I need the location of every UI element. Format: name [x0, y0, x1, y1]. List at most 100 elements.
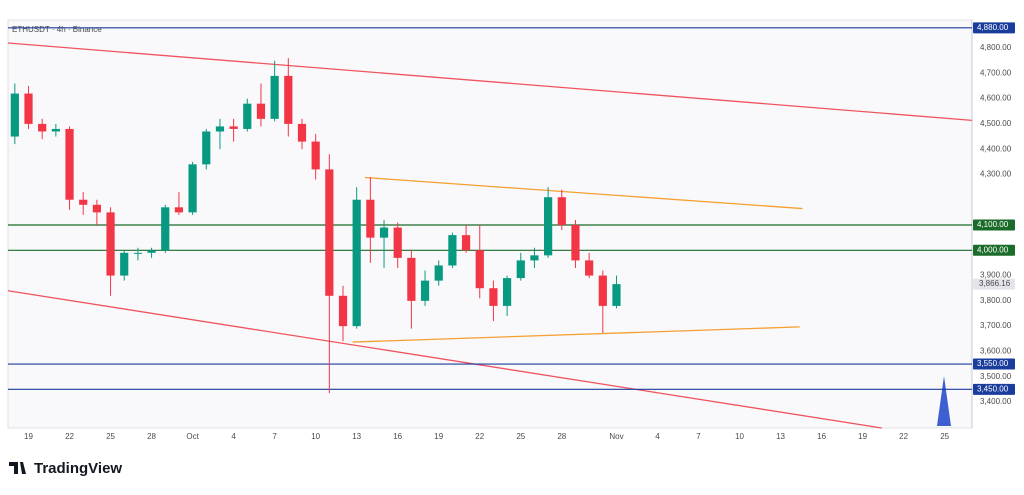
x-tick-label: Oct: [186, 432, 199, 441]
candle-body: [215, 126, 225, 132]
candle-body: [585, 260, 594, 276]
candle-body: [24, 93, 33, 124]
candle-body: [106, 212, 115, 276]
candle-body: [393, 227, 402, 258]
candle-body: [188, 164, 197, 213]
y-tick-label: 3,600.00: [980, 347, 1012, 356]
y-tick-label: 3,800.00: [980, 296, 1012, 305]
candle-body: [338, 295, 348, 327]
logo-icon: [9, 462, 26, 474]
x-tick-label: 10: [735, 432, 744, 441]
candle-body: [612, 284, 621, 306]
candle-body: [161, 207, 170, 251]
y-tick-label: 4,300.00: [980, 170, 1012, 179]
x-tick-label: 19: [24, 432, 33, 441]
x-tick-label: 4: [655, 432, 660, 441]
candle-body: [174, 207, 184, 213]
level-label: 3,550.00: [977, 359, 1009, 368]
y-tick-label: 4,600.00: [980, 94, 1012, 103]
candle-body: [79, 199, 88, 205]
y-tick-label: 3,500.00: [980, 372, 1012, 381]
trend-line: [7, 290, 882, 429]
logo-text: TradingView: [34, 460, 122, 477]
x-tick-label: 22: [65, 432, 74, 441]
candle-body: [516, 260, 525, 279]
y-tick-label: 4,700.00: [980, 68, 1012, 77]
candle-body: [571, 225, 580, 261]
candle-body: [434, 265, 443, 281]
candle-body: [297, 123, 307, 142]
x-tick-label: 25: [940, 432, 949, 441]
x-tick-label: 28: [147, 432, 156, 441]
x-tick-label: 28: [557, 432, 566, 441]
level-label-box: [973, 22, 1015, 34]
candle-body: [502, 278, 512, 306]
level-label: 4,100.00: [977, 220, 1009, 229]
x-tick-label: 13: [776, 432, 785, 441]
logo: TradingView: [9, 460, 122, 477]
x-tick-label: 7: [696, 432, 701, 441]
candle-body: [243, 103, 252, 129]
candle-body: [461, 235, 471, 251]
candle-body: [420, 280, 430, 301]
candle-body: [133, 252, 143, 254]
y-tick-label: 3,900.00: [980, 271, 1012, 280]
trend-line: [364, 176, 803, 210]
x-tick-label: 7: [272, 432, 277, 441]
candle-body: [10, 93, 19, 137]
candle-body: [448, 235, 457, 266]
x-tick-label: 10: [311, 432, 320, 441]
y-tick-label: 3,400.00: [980, 397, 1012, 406]
candle-body: [475, 250, 484, 289]
candle-body: [311, 141, 320, 170]
candle-body: [325, 169, 334, 296]
level-label: 3,450.00: [977, 384, 1009, 393]
trend-line: [352, 326, 800, 343]
x-tick-label: 25: [106, 432, 115, 441]
trend-line: [7, 42, 973, 122]
last-price-box: [973, 278, 1015, 290]
y-tick-label: 3,700.00: [980, 321, 1012, 330]
x-tick-label: 16: [817, 432, 826, 441]
candle-body: [366, 199, 375, 238]
marker-spike: [937, 376, 951, 426]
x-tick-label: 22: [475, 432, 484, 441]
candle-body: [120, 252, 129, 276]
x-tick-label: 16: [393, 432, 402, 441]
candle-body: [530, 255, 539, 261]
x-tick-label: Nov: [609, 432, 623, 441]
candle-body: [202, 131, 211, 165]
x-tick-label: 4: [231, 432, 236, 441]
candle-body: [147, 250, 156, 253]
level-label-box: [973, 358, 1015, 370]
candle-body: [65, 128, 74, 200]
candle-body: [38, 123, 47, 132]
x-tick-label: 13: [352, 432, 361, 441]
y-tick-label: 4,500.00: [980, 119, 1012, 128]
candle-body: [544, 197, 553, 256]
candle-body: [270, 75, 279, 119]
x-tick-label: 19: [434, 432, 443, 441]
candle-body: [557, 197, 566, 226]
candle-body: [598, 275, 607, 306]
candle-body: [489, 288, 498, 306]
x-tick-label: 19: [858, 432, 867, 441]
level-label-box: [973, 383, 1015, 395]
candle-body: [407, 257, 416, 301]
level-label-box: [973, 244, 1015, 256]
level-label-box: [973, 219, 1015, 231]
candle-body: [352, 199, 361, 327]
x-tick-label: 25: [516, 432, 525, 441]
x-tick-label: 22: [899, 432, 908, 441]
candle-body: [229, 126, 238, 129]
level-label: 4,880.00: [977, 23, 1009, 32]
candle-body: [256, 103, 266, 119]
y-tick-label: 4,800.00: [980, 43, 1012, 52]
y-tick-label: 4,400.00: [980, 144, 1012, 153]
candle-body: [284, 75, 293, 124]
candle-body: [92, 204, 101, 213]
level-label: 4,000.00: [977, 245, 1009, 254]
candle-body: [379, 227, 389, 238]
chart-title: ETHUSDT · 4h · Binance: [12, 25, 102, 34]
